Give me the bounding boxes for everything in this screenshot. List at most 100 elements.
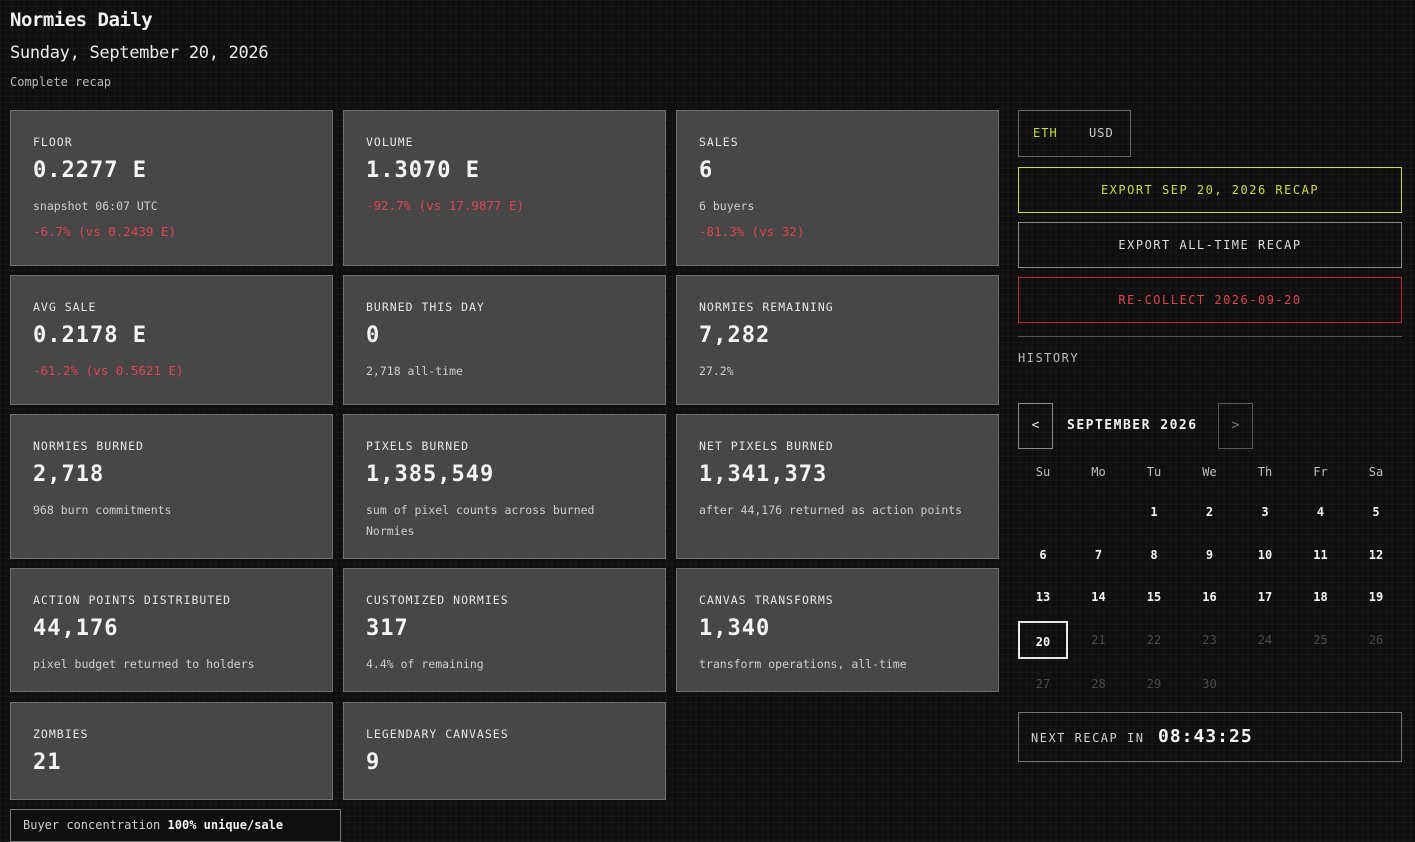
legendary-canvases-card: LEGENDARY CANVASES 9 [343, 702, 666, 800]
export-all-time-button[interactable]: EXPORT ALL-TIME RECAP [1018, 222, 1402, 268]
card-label: CANVAS TRANSFORMS [699, 593, 834, 607]
card-label: BURNED THIS DAY [366, 300, 485, 314]
card-delta: -6.7% (vs 0.2439 E) [33, 224, 176, 239]
app-title: Normies Daily [10, 9, 153, 31]
card-subtext: 27.2% [699, 364, 734, 378]
calendar-day[interactable]: 17 [1257, 590, 1273, 604]
calendar-day[interactable]: 19 [1368, 590, 1384, 604]
avg-sale-card: AVG SALE 0.2178 E -61.2% (vs 0.5621 E) [10, 275, 333, 405]
page-subtitle: Complete recap [10, 75, 112, 89]
burned-day-card: BURNED THIS DAY 0 2,718 all-time [343, 275, 666, 405]
prev-month-button[interactable]: < [1018, 403, 1053, 449]
buyer-concentration-value: 100% unique/sale [167, 818, 284, 832]
card-label: VOLUME [366, 135, 414, 149]
card-value: 0 [366, 323, 381, 348]
card-subtext: 4.4% of remaining [366, 657, 484, 671]
calendar-day[interactable]: 12 [1368, 548, 1384, 562]
calendar-day[interactable]: 10 [1257, 548, 1273, 562]
weekday-label: We [1202, 465, 1217, 479]
canvas-transforms-card: CANVAS TRANSFORMS 1,340 transform operat… [676, 568, 999, 692]
weekday-label: Th [1257, 465, 1273, 479]
card-label: LEGENDARY CANVASES [366, 727, 509, 741]
calendar-day[interactable]: 11 [1313, 548, 1328, 562]
calendar-day[interactable]: 3 [1261, 505, 1269, 519]
card-delta: -92.7% (vs 17.9877 E) [366, 198, 525, 213]
calendar-day: 25 [1313, 633, 1328, 647]
calendar-day[interactable]: 9 [1205, 548, 1214, 562]
calendar-day[interactable]: 4 [1316, 505, 1325, 519]
weekday-label: Su [1035, 465, 1051, 479]
next-month-button[interactable]: > [1218, 403, 1253, 449]
history-label: HISTORY [1018, 351, 1080, 365]
calendar-day: 28 [1091, 677, 1106, 691]
calendar-day: 30 [1202, 677, 1217, 691]
card-delta: -61.2% (vs 0.5621 E) [33, 363, 184, 378]
card-delta: -81.3% (vs 32) [699, 224, 805, 239]
card-value: 317 [366, 616, 409, 641]
calendar-month-title: SEPTEMBER 2026 [1067, 418, 1198, 433]
buyer-concentration: Buyer concentration 100% unique/sale [10, 809, 341, 842]
currency-eth-option[interactable]: ETH [1033, 126, 1058, 140]
calendar-day: 23 [1202, 633, 1217, 647]
countdown-time: 08:43:25 [1158, 726, 1253, 747]
weekday-label: Tu [1146, 465, 1162, 479]
card-value: 1,340 [699, 616, 771, 641]
card-subtext: sum of pixel counts across burned Normie… [366, 503, 595, 538]
card-label: NORMIES BURNED [33, 439, 144, 453]
calendar-day: 24 [1257, 633, 1273, 647]
card-value: 2,718 [33, 462, 105, 487]
calendar-day[interactable]: 7 [1094, 548, 1103, 562]
card-value: 44,176 [33, 616, 119, 641]
calendar-day: 29 [1146, 677, 1162, 691]
customized-normies-card: CUSTOMIZED NORMIES 317 4.4% of remaining [343, 568, 666, 692]
card-value: 0.2178 E [33, 323, 147, 348]
card-label: SALES [699, 135, 739, 149]
pixels-burned-card: PIXELS BURNED 1,385,549 sum of pixel cou… [343, 414, 666, 559]
calendar-day: 26 [1368, 633, 1384, 647]
card-subtext: 968 burn commitments [33, 503, 172, 517]
normies-burned-card: NORMIES BURNED 2,718 968 burn commitment… [10, 414, 333, 559]
normies-remaining-card: NORMIES REMAINING 7,282 27.2% [676, 275, 999, 405]
calendar-day[interactable]: 6 [1039, 548, 1047, 562]
calendar-day[interactable]: 13 [1035, 590, 1051, 604]
calendar-day[interactable]: 15 [1146, 590, 1162, 604]
card-subtext: after 44,176 returned as action points [699, 503, 963, 517]
card-subtext: snapshot 06:07 UTC [33, 199, 158, 213]
card-label: ZOMBIES [33, 727, 89, 741]
card-label: FLOOR [33, 135, 73, 149]
calendar-day: 22 [1146, 633, 1162, 647]
card-subtext: pixel budget returned to holders [33, 657, 255, 671]
zombies-card: ZOMBIES 21 [10, 702, 333, 800]
calendar-day[interactable]: 8 [1150, 548, 1158, 562]
currency-toggle: ETH USD [1018, 110, 1131, 157]
calendar-day-selected[interactable]: 20 [1018, 621, 1068, 659]
buyer-concentration-label: Buyer concentration [23, 818, 161, 832]
calendar-day: 21 [1091, 633, 1106, 647]
currency-usd-option[interactable]: USD [1089, 126, 1114, 140]
card-value: 9 [366, 750, 381, 775]
weekday-label: Sa [1368, 465, 1384, 479]
calendar-day[interactable]: 2 [1205, 505, 1214, 519]
calendar-day[interactable]: 14 [1091, 590, 1106, 604]
calendar-day[interactable]: 18 [1313, 590, 1328, 604]
card-value: 0.2277 E [33, 158, 147, 183]
calendar-day[interactable]: 5 [1372, 505, 1380, 519]
card-label: NET PIXELS BURNED [699, 439, 834, 453]
card-subtext: 6 buyers [699, 199, 755, 213]
card-value: 1,341,373 [699, 462, 828, 487]
calendar-day: 27 [1035, 677, 1051, 691]
export-day-button[interactable]: EXPORT SEP 20, 2026 RECAP [1018, 167, 1402, 213]
countdown-label: NEXT RECAP IN [1031, 731, 1145, 745]
calendar-day[interactable]: 1 [1150, 505, 1158, 519]
action-points-card: ACTION POINTS DISTRIBUTED 44,176 pixel b… [10, 568, 333, 692]
calendar-day[interactable]: 16 [1202, 590, 1217, 604]
recollect-button[interactable]: RE-COLLECT 2026-09-20 [1018, 277, 1402, 323]
card-label: NORMIES REMAINING [699, 300, 834, 314]
card-value: 7,282 [699, 323, 771, 348]
card-value: 21 [33, 750, 62, 775]
page-date: Sunday, September 20, 2026 [10, 43, 269, 63]
card-value: 1.3070 E [366, 158, 480, 183]
card-subtext: 2,718 all-time [366, 364, 463, 378]
card-value: 6 [699, 158, 714, 183]
card-label: CUSTOMIZED NORMIES [366, 593, 509, 607]
